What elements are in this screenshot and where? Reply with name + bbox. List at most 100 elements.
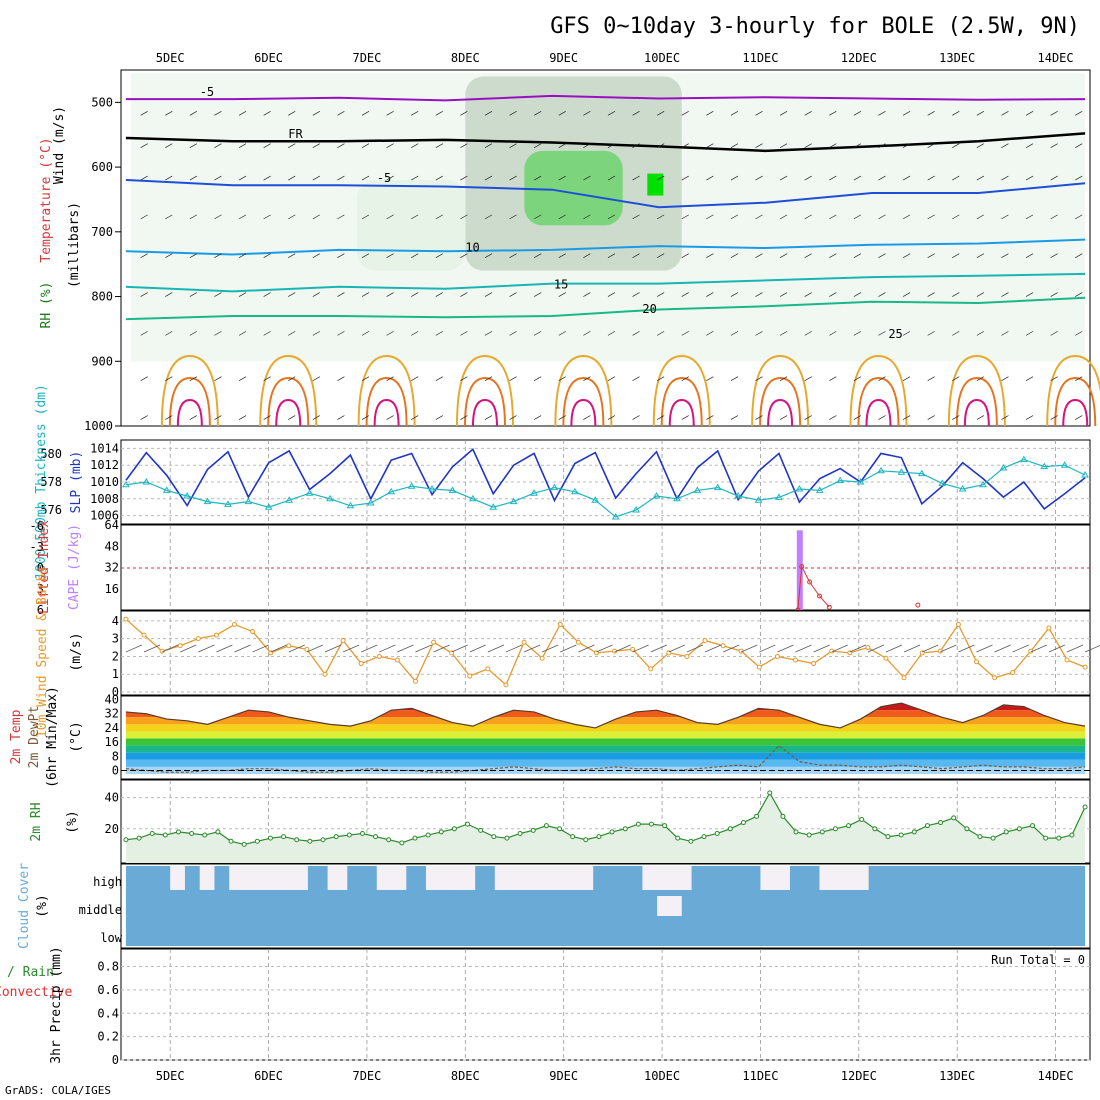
rh2m-marker (451, 826, 457, 832)
wind-barb (337, 331, 345, 336)
wind-marker (811, 661, 817, 667)
date-label: 5DEC (156, 1069, 185, 1083)
precip-tick: 0 (112, 1053, 119, 1067)
thickness-marker (999, 464, 1008, 471)
wind-barb (263, 415, 271, 420)
wind-barb (779, 175, 788, 181)
wind-barb (337, 143, 345, 148)
cape-bar (796, 530, 803, 610)
isotherm-label: 20 (642, 302, 656, 316)
thickness-marker (264, 503, 273, 510)
temp-tick: 24 (105, 721, 119, 735)
wind-barb (1025, 143, 1034, 148)
wind-barb (704, 644, 722, 653)
rh2m-marker (386, 837, 392, 843)
wind-barb (1025, 111, 1034, 116)
rh2m-marker (951, 815, 957, 821)
wind-barb (558, 376, 566, 381)
wind-barb (214, 175, 222, 181)
wind-barb (730, 175, 739, 181)
wind-barb (460, 376, 468, 381)
wind-barb (337, 292, 345, 297)
wind-barb (411, 292, 419, 297)
wind-barb (607, 292, 616, 297)
rh2m-marker (149, 830, 155, 836)
rh2m-marker (570, 834, 576, 840)
wind-barb (976, 644, 993, 653)
wind-barb (1075, 292, 1083, 297)
wind-barb (878, 415, 886, 420)
wind-barb (288, 331, 296, 336)
wind-barb (238, 376, 247, 381)
wind-barb (804, 415, 812, 420)
wind-barb (885, 644, 903, 653)
thickness-marker (775, 493, 783, 500)
wind-barb (214, 292, 222, 297)
wind-barb (583, 292, 591, 297)
wind-barb (607, 253, 616, 259)
rh2m-marker (938, 820, 944, 826)
rh2m-marker (648, 821, 654, 827)
wind-barb (1050, 376, 1058, 381)
wind-barb (484, 331, 493, 336)
wind-barb (853, 214, 862, 220)
wind-barb (952, 415, 960, 420)
clear-sky-patch (425, 866, 476, 890)
wind-barb (583, 143, 591, 148)
isotherm-20 (125, 296, 1086, 321)
wind-barb (656, 253, 665, 259)
rh2m-marker (557, 826, 563, 832)
wind-barb (460, 111, 468, 116)
wind-barb (263, 111, 271, 116)
wind-barb (829, 376, 837, 381)
wind-barb (867, 644, 885, 653)
wind-barb (189, 175, 198, 181)
wind-barb (927, 253, 935, 259)
rh2m-marker (123, 837, 129, 843)
wind-barb (484, 175, 493, 181)
wind-barb (927, 143, 935, 148)
isotherm-dome (857, 376, 900, 427)
wind-barb (779, 111, 788, 116)
ylabel-lifted-index: Lifted Index (37, 520, 52, 614)
wind-barb (386, 143, 394, 148)
wind-barb (312, 214, 321, 220)
wind-barb (386, 376, 394, 381)
thickness-marker (1060, 461, 1069, 468)
wind-barb (1050, 331, 1058, 336)
wind-marker (992, 675, 998, 681)
wind-marker (431, 639, 437, 645)
wind-barb (460, 214, 468, 220)
temp-band (125, 766, 1086, 774)
ylabel-degc: (°C) (69, 721, 84, 752)
wind-barb (831, 644, 848, 653)
wind-barb (460, 331, 468, 336)
rh2m-marker (714, 830, 720, 836)
wind-barb (534, 214, 542, 220)
thickness-marker (468, 494, 477, 502)
wind-barb (460, 292, 468, 297)
rh2m-marker (780, 813, 786, 819)
wind-barb (361, 644, 378, 653)
wind-barb (730, 415, 739, 420)
cape-li-panel: 16 32 48 64 -6 -3 0 3 6 Lifted Index CAPE (J/kg) (30, 518, 1091, 617)
thickness-marker (285, 496, 294, 503)
clear-sky-patch (819, 866, 869, 890)
wind-barb (853, 175, 862, 181)
wind-barb (583, 175, 591, 181)
wind-barb (853, 331, 862, 336)
wind-barb (902, 111, 911, 116)
rh2m-marker (228, 838, 234, 844)
wind-barb (1050, 111, 1058, 116)
wind-barb (681, 143, 689, 148)
temp-tick: 0 (112, 763, 119, 777)
isotherm-dome (373, 398, 400, 427)
wind-barb (238, 253, 247, 259)
precip-tick: 0.4 (97, 1006, 119, 1020)
wind-barb (484, 214, 493, 220)
isotherm-label: FR (288, 127, 303, 141)
wind-marker (648, 666, 654, 672)
wind-barb (1001, 143, 1009, 148)
